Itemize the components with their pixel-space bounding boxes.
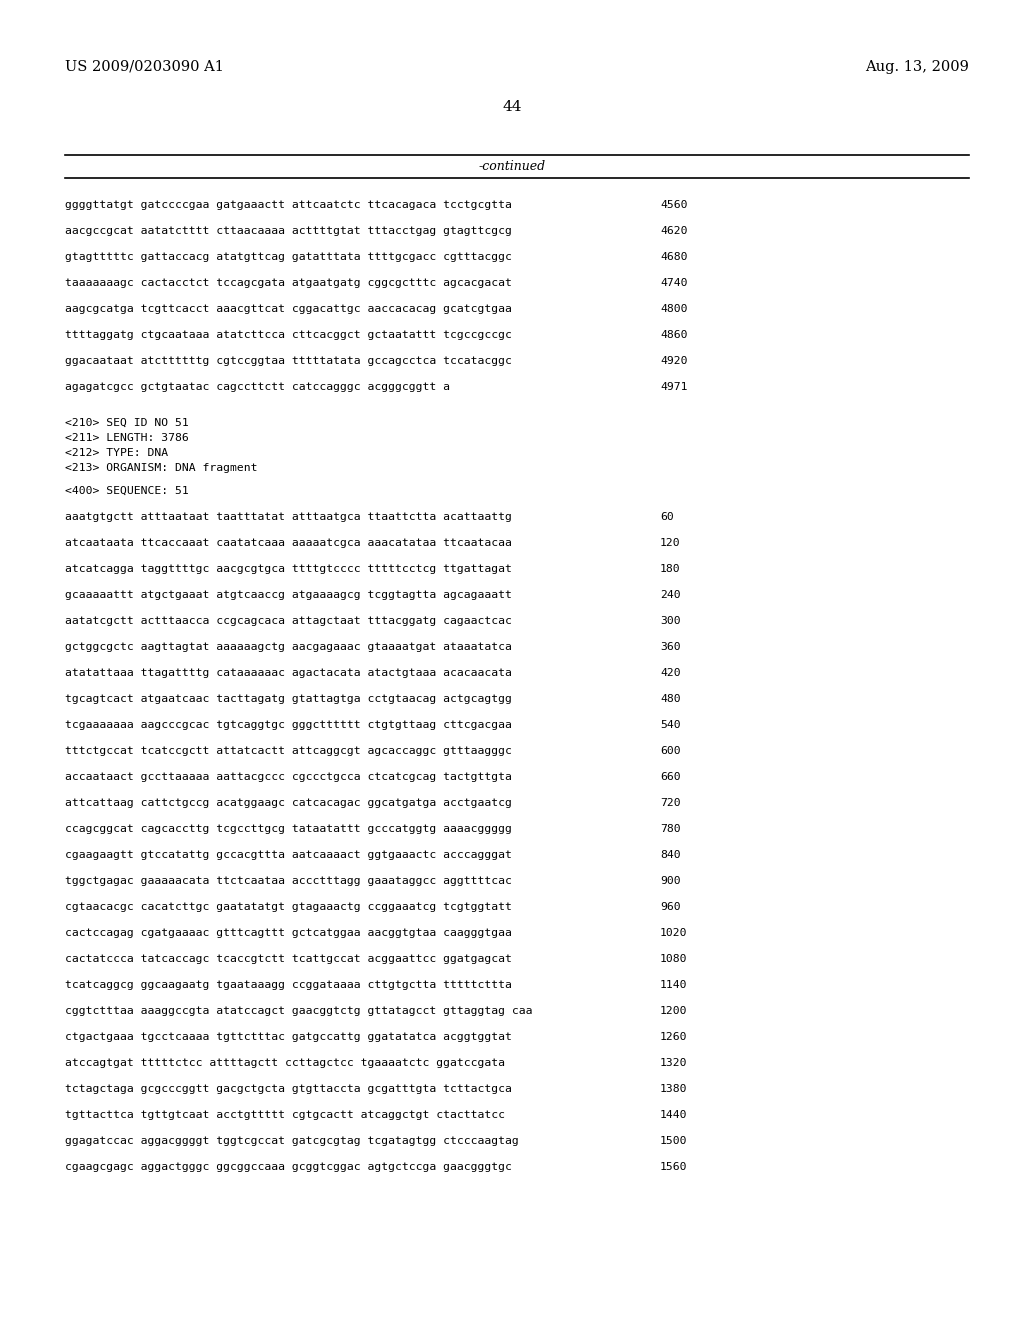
- Text: 240: 240: [660, 590, 681, 601]
- Text: 360: 360: [660, 642, 681, 652]
- Text: tttctgccat tcatccgctt attatcactt attcaggcgt agcaccaggc gtttaagggc: tttctgccat tcatccgctt attatcactt attcagg…: [65, 746, 512, 756]
- Text: aagcgcatga tcgttcacct aaacgttcat cggacattgc aaccacacag gcatcgtgaa: aagcgcatga tcgttcacct aaacgttcat cggacat…: [65, 304, 512, 314]
- Text: <210> SEQ ID NO 51: <210> SEQ ID NO 51: [65, 418, 188, 428]
- Text: <400> SEQUENCE: 51: <400> SEQUENCE: 51: [65, 486, 188, 496]
- Text: -continued: -continued: [478, 160, 546, 173]
- Text: 4860: 4860: [660, 330, 687, 341]
- Text: cactatccca tatcaccagc tcaccgtctt tcattgccat acggaattcc ggatgagcat: cactatccca tatcaccagc tcaccgtctt tcattgc…: [65, 954, 512, 964]
- Text: tcgaaaaaaa aagcccgcac tgtcaggtgc gggctttttt ctgtgttaag cttcgacgaa: tcgaaaaaaa aagcccgcac tgtcaggtgc gggcttt…: [65, 719, 512, 730]
- Text: attcattaag cattctgccg acatggaagc catcacagac ggcatgatga acctgaatcg: attcattaag cattctgccg acatggaagc catcaca…: [65, 799, 512, 808]
- Text: tcatcaggcg ggcaagaatg tgaataaagg ccggataaaa cttgtgctta tttttcttta: tcatcaggcg ggcaagaatg tgaataaagg ccggata…: [65, 979, 512, 990]
- Text: 540: 540: [660, 719, 681, 730]
- Text: 840: 840: [660, 850, 681, 861]
- Text: cgtaacacgc cacatcttgc gaatatatgt gtagaaactg ccggaaatcg tcgtggtatt: cgtaacacgc cacatcttgc gaatatatgt gtagaaa…: [65, 902, 512, 912]
- Text: 960: 960: [660, 902, 681, 912]
- Text: ttttaggatg ctgcaataaa atatcttcca cttcacggct gctaatattt tcgccgccgc: ttttaggatg ctgcaataaa atatcttcca cttcacg…: [65, 330, 512, 341]
- Text: 720: 720: [660, 799, 681, 808]
- Text: ggagatccac aggacggggt tggtcgccat gatcgcgtag tcgatagtgg ctcccaagtag: ggagatccac aggacggggt tggtcgccat gatcgcg…: [65, 1137, 519, 1146]
- Text: aaatgtgctt atttaataat taatttatat atttaatgca ttaattctta acattaattg: aaatgtgctt atttaataat taatttatat atttaat…: [65, 512, 512, 521]
- Text: Aug. 13, 2009: Aug. 13, 2009: [865, 59, 969, 74]
- Text: 4800: 4800: [660, 304, 687, 314]
- Text: atatattaaa ttagattttg cataaaaaac agactacata atactgtaaa acacaacata: atatattaaa ttagattttg cataaaaaac agactac…: [65, 668, 512, 678]
- Text: cactccagag cgatgaaaac gtttcagttt gctcatggaa aacggtgtaa caagggtgaa: cactccagag cgatgaaaac gtttcagttt gctcatg…: [65, 928, 512, 939]
- Text: tgttacttca tgttgtcaat acctgttttt cgtgcactt atcaggctgt ctacttatcc: tgttacttca tgttgtcaat acctgttttt cgtgcac…: [65, 1110, 505, 1119]
- Text: ggacaataat atcttttttg cgtccggtaa tttttatata gccagcctca tccatacggc: ggacaataat atcttttttg cgtccggtaa tttttat…: [65, 356, 512, 366]
- Text: ctgactgaaa tgcctcaaaa tgttctttac gatgccattg ggatatatca acggtggtat: ctgactgaaa tgcctcaaaa tgttctttac gatgcca…: [65, 1032, 512, 1041]
- Text: <212> TYPE: DNA: <212> TYPE: DNA: [65, 447, 168, 458]
- Text: 44: 44: [502, 100, 522, 114]
- Text: 60: 60: [660, 512, 674, 521]
- Text: cgaagaagtt gtccatattg gccacgttta aatcaaaact ggtgaaactc acccagggat: cgaagaagtt gtccatattg gccacgttta aatcaaa…: [65, 850, 512, 861]
- Text: 660: 660: [660, 772, 681, 781]
- Text: accaataact gccttaaaaa aattacgccc cgccctgcca ctcatcgcag tactgttgta: accaataact gccttaaaaa aattacgccc cgccctg…: [65, 772, 512, 781]
- Text: aatatcgctt actttaacca ccgcagcaca attagctaat tttacggatg cagaactcac: aatatcgctt actttaacca ccgcagcaca attagct…: [65, 616, 512, 626]
- Text: 1080: 1080: [660, 954, 687, 964]
- Text: 420: 420: [660, 668, 681, 678]
- Text: 1500: 1500: [660, 1137, 687, 1146]
- Text: agagatcgcc gctgtaatac cagccttctt catccagggc acgggcggtt a: agagatcgcc gctgtaatac cagccttctt catccag…: [65, 381, 450, 392]
- Text: 4620: 4620: [660, 226, 687, 236]
- Text: atccagtgat tttttctcc attttagctt ccttagctcc tgaaaatctc ggatccgata: atccagtgat tttttctcc attttagctt ccttagct…: [65, 1059, 505, 1068]
- Text: US 2009/0203090 A1: US 2009/0203090 A1: [65, 59, 224, 74]
- Text: 1380: 1380: [660, 1084, 687, 1094]
- Text: 900: 900: [660, 876, 681, 886]
- Text: 300: 300: [660, 616, 681, 626]
- Text: gcaaaaattt atgctgaaat atgtcaaccg atgaaaagcg tcggtagtta agcagaaatt: gcaaaaattt atgctgaaat atgtcaaccg atgaaaa…: [65, 590, 512, 601]
- Text: ccagcggcat cagcaccttg tcgccttgcg tataatattt gcccatggtg aaaacggggg: ccagcggcat cagcaccttg tcgccttgcg tataata…: [65, 824, 512, 834]
- Text: 1440: 1440: [660, 1110, 687, 1119]
- Text: 1320: 1320: [660, 1059, 687, 1068]
- Text: 120: 120: [660, 539, 681, 548]
- Text: gctggcgctc aagttagtat aaaaaagctg aacgagaaac gtaaaatgat ataaatatca: gctggcgctc aagttagtat aaaaaagctg aacgaga…: [65, 642, 512, 652]
- Text: 1020: 1020: [660, 928, 687, 939]
- Text: 480: 480: [660, 694, 681, 704]
- Text: 1260: 1260: [660, 1032, 687, 1041]
- Text: taaaaaaagc cactacctct tccagcgata atgaatgatg cggcgctttc agcacgacat: taaaaaaagc cactacctct tccagcgata atgaatg…: [65, 279, 512, 288]
- Text: gtagtttttc gattaccacg atatgttcag gatatttata ttttgcgacc cgtttacggc: gtagtttttc gattaccacg atatgttcag gatattt…: [65, 252, 512, 261]
- Text: tgcagtcact atgaatcaac tacttagatg gtattagtga cctgtaacag actgcagtgg: tgcagtcact atgaatcaac tacttagatg gtattag…: [65, 694, 512, 704]
- Text: 4740: 4740: [660, 279, 687, 288]
- Text: 4920: 4920: [660, 356, 687, 366]
- Text: <211> LENGTH: 3786: <211> LENGTH: 3786: [65, 433, 188, 444]
- Text: cgaagcgagc aggactgggc ggcggccaaa gcggtcggac agtgctccga gaacgggtgc: cgaagcgagc aggactgggc ggcggccaaa gcggtcg…: [65, 1162, 512, 1172]
- Text: tggctgagac gaaaaacata ttctcaataa accctttagg gaaataggcc aggttttcac: tggctgagac gaaaaacata ttctcaataa acccttt…: [65, 876, 512, 886]
- Text: <213> ORGANISM: DNA fragment: <213> ORGANISM: DNA fragment: [65, 463, 257, 473]
- Text: cggtctttaa aaaggccgta atatccagct gaacggtctg gttatagcct gttaggtag caa: cggtctttaa aaaggccgta atatccagct gaacggt…: [65, 1006, 532, 1016]
- Text: atcatcagga taggttttgc aacgcgtgca ttttgtcccc tttttcctcg ttgattagat: atcatcagga taggttttgc aacgcgtgca ttttgtc…: [65, 564, 512, 574]
- Text: 1140: 1140: [660, 979, 687, 990]
- Text: 600: 600: [660, 746, 681, 756]
- Text: 4560: 4560: [660, 201, 687, 210]
- Text: ggggttatgt gatccccgaa gatgaaactt attcaatctc ttcacagaca tcctgcgtta: ggggttatgt gatccccgaa gatgaaactt attcaat…: [65, 201, 512, 210]
- Text: atcaataata ttcaccaaat caatatcaaa aaaaatcgca aaacatataa ttcaatacaa: atcaataata ttcaccaaat caatatcaaa aaaaatc…: [65, 539, 512, 548]
- Text: 1200: 1200: [660, 1006, 687, 1016]
- Text: 780: 780: [660, 824, 681, 834]
- Text: aacgccgcat aatatctttt cttaacaaaa acttttgtat tttacctgag gtagttcgcg: aacgccgcat aatatctttt cttaacaaaa acttttg…: [65, 226, 512, 236]
- Text: 180: 180: [660, 564, 681, 574]
- Text: tctagctaga gcgcccggtt gacgctgcta gtgttaccta gcgatttgta tcttactgca: tctagctaga gcgcccggtt gacgctgcta gtgttac…: [65, 1084, 512, 1094]
- Text: 4680: 4680: [660, 252, 687, 261]
- Text: 1560: 1560: [660, 1162, 687, 1172]
- Text: 4971: 4971: [660, 381, 687, 392]
